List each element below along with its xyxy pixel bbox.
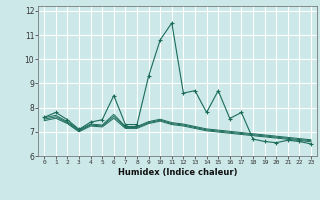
X-axis label: Humidex (Indice chaleur): Humidex (Indice chaleur) [118,168,237,177]
